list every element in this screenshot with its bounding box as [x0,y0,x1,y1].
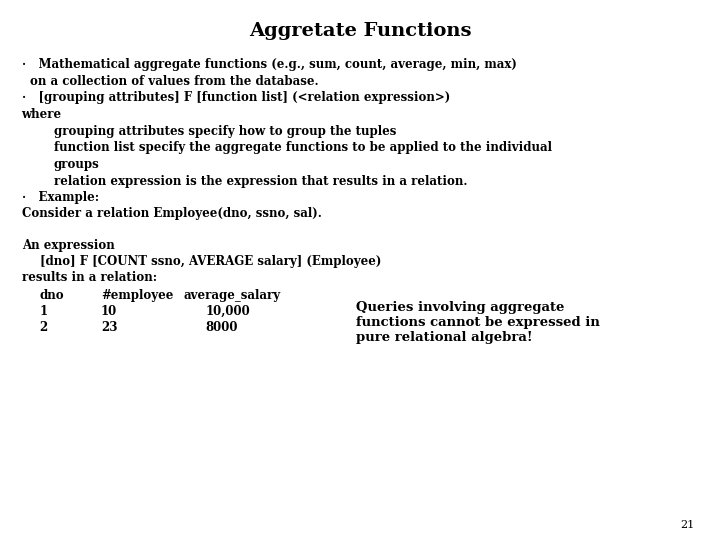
Text: An expression: An expression [22,239,114,252]
Text: 23: 23 [101,321,117,334]
Text: grouping attributes specify how to group the tuples: grouping attributes specify how to group… [54,125,397,138]
Text: [dno] F [COUNT ssno, AVERAGE salary] (Employee): [dno] F [COUNT ssno, AVERAGE salary] (Em… [40,255,381,268]
Text: 1: 1 [40,305,48,318]
Text: ·   [grouping attributes] F [function list] (<relation expression>): · [grouping attributes] F [function list… [22,91,450,104]
Text: function list specify the aggregate functions to be applied to the individual: function list specify the aggregate func… [54,141,552,154]
Text: 8000: 8000 [205,321,238,334]
Text: Queries involving aggregate
functions cannot be expressed in
pure relational alg: Queries involving aggregate functions ca… [356,301,600,345]
Text: Consider a relation Employee(dno, ssno, sal).: Consider a relation Employee(dno, ssno, … [22,207,321,220]
Text: average_salary: average_salary [184,289,281,302]
Text: groups: groups [54,158,100,171]
Text: results in a relation:: results in a relation: [22,271,157,284]
Text: #employee: #employee [101,289,174,302]
Text: Aggretate Functions: Aggretate Functions [248,22,472,39]
Text: 10: 10 [101,305,117,318]
Text: on a collection of values from the database.: on a collection of values from the datab… [30,75,319,87]
Text: ·   Example:: · Example: [22,191,99,204]
Text: 21: 21 [680,520,695,530]
Text: relation expression is the expression that results in a relation.: relation expression is the expression th… [54,175,467,188]
Text: dno: dno [40,289,64,302]
Text: 2: 2 [40,321,48,334]
Text: ·   Mathematical aggregate functions (e.g., sum, count, average, min, max): · Mathematical aggregate functions (e.g.… [22,58,516,71]
Text: 10,000: 10,000 [205,305,250,318]
Text: where: where [22,108,62,121]
